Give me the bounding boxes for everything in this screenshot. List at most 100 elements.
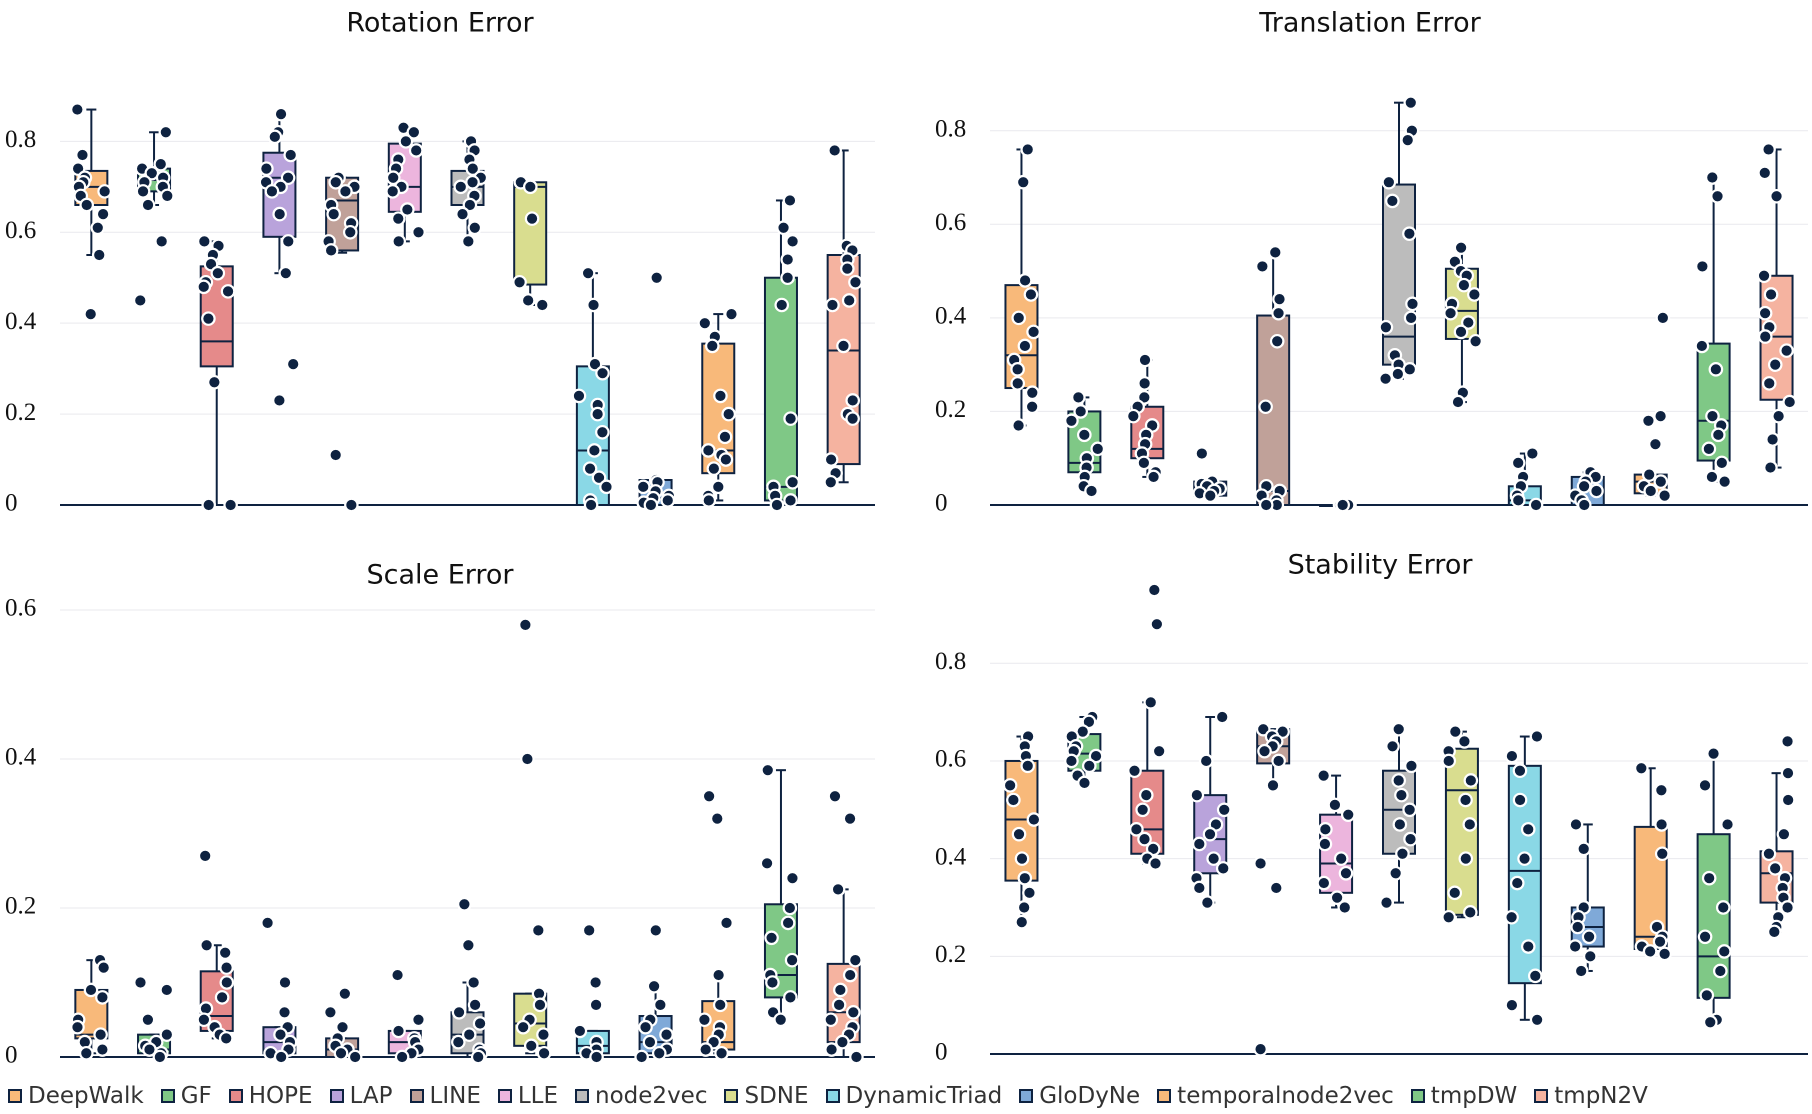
data-point: [1641, 467, 1657, 482]
data-point: [1064, 753, 1079, 769]
legend-item[interactable]: SDNE: [724, 1083, 809, 1109]
panel-3: Scale Error 0 0.2 0.4 0.6: [5, 560, 875, 1069]
data-point: [328, 174, 344, 190]
data-point: [1333, 851, 1349, 866]
data-point: [210, 265, 226, 281]
box-hope: [196, 234, 238, 513]
data-point: [780, 915, 796, 931]
data-point: [93, 1027, 108, 1042]
data-point: [1767, 357, 1783, 372]
data-point: [1458, 792, 1473, 808]
data-point: [713, 388, 728, 404]
data-point: [1711, 427, 1726, 443]
data-point: [1379, 895, 1394, 910]
data-point: [759, 855, 775, 871]
box-tmpn2v: [823, 143, 863, 490]
legend-item[interactable]: node2vec: [575, 1083, 707, 1109]
data-point: [328, 447, 343, 463]
data-point: [724, 306, 739, 322]
data-point: [589, 1049, 604, 1065]
data-point: [536, 1045, 552, 1061]
data-point: [659, 1027, 674, 1042]
data-point: [83, 982, 99, 998]
data-point: [1509, 875, 1525, 891]
y-tick-label: 0.6: [5, 217, 36, 244]
y-tick-label: 0.2: [5, 399, 36, 426]
box-lle: [387, 967, 426, 1065]
data-point: [719, 915, 734, 931]
data-point: [714, 1045, 729, 1061]
legend-item[interactable]: tmpN2V: [1534, 1083, 1648, 1109]
data-point: [785, 234, 800, 249]
panel-1: Rotation Error 0 0.2 0.4 0.6 0.8: [5, 8, 875, 517]
legend-item[interactable]: DeepWalk: [8, 1083, 144, 1109]
data-point: [1520, 939, 1536, 954]
data-point: [1391, 773, 1406, 788]
legend-item[interactable]: tmpDW: [1410, 1083, 1517, 1109]
data-point: [1704, 469, 1720, 485]
legend-item[interactable]: GloDyNe: [1019, 1083, 1140, 1109]
data-point: [201, 497, 216, 513]
data-point: [1567, 939, 1583, 954]
data-point: [1258, 497, 1274, 513]
data-point: [1403, 831, 1418, 847]
y-tick-label: 0.6: [935, 209, 966, 236]
data-point: [709, 811, 725, 826]
data-point: [649, 270, 664, 286]
y-tick-label: 0.2: [935, 941, 966, 968]
box-hope: [1127, 582, 1167, 871]
data-point: [1705, 408, 1720, 424]
data-point: [783, 990, 798, 1005]
data-point: [96, 960, 111, 975]
data-point: [1654, 782, 1669, 798]
data-point: [1520, 822, 1536, 837]
panel-title: Translation Error: [1258, 8, 1481, 39]
data-point: [518, 617, 533, 633]
box-sdne: [1443, 240, 1483, 410]
data-point: [1648, 436, 1663, 452]
y-tick-label: 0.8: [935, 648, 966, 675]
data-point: [825, 297, 840, 313]
data-point: [1088, 748, 1104, 764]
data-point: [457, 896, 472, 912]
data-point: [1694, 338, 1710, 354]
data-point: [1024, 399, 1040, 415]
data-point: [467, 997, 483, 1013]
data-point: [827, 788, 843, 804]
data-point: [400, 202, 415, 217]
data-point: [95, 206, 111, 222]
y-tick-label: 0.8: [5, 126, 36, 153]
legend-item[interactable]: LAP: [329, 1083, 393, 1109]
data-point: [1573, 963, 1589, 979]
legend-item[interactable]: LLE: [497, 1083, 558, 1109]
data-point: [1576, 841, 1592, 857]
data-point: [1447, 885, 1463, 901]
legend-item[interactable]: GF: [160, 1083, 212, 1109]
data-point: [841, 293, 857, 308]
box-gf: [132, 124, 175, 308]
data-point: [277, 1004, 292, 1020]
data-point: [1402, 226, 1417, 241]
data-point: [1697, 778, 1713, 793]
data-point: [83, 306, 99, 322]
box-lap: [1192, 446, 1228, 503]
data-point: [701, 493, 717, 508]
data-point: [635, 479, 651, 495]
data-point: [1641, 413, 1656, 429]
data-point: [531, 923, 546, 938]
data-point: [827, 143, 842, 158]
data-point: [830, 882, 846, 897]
data-point: [588, 997, 604, 1013]
data-point: [534, 297, 550, 313]
legend-item[interactable]: LINE: [409, 1083, 481, 1109]
data-point: [1147, 582, 1162, 598]
data-point: [1392, 817, 1408, 832]
data-point: [1340, 807, 1356, 822]
legend-item[interactable]: HOPE: [228, 1083, 313, 1109]
legend-item[interactable]: DynamicTriad: [825, 1083, 1002, 1109]
data-point: [1504, 997, 1520, 1013]
data-point: [1395, 846, 1410, 862]
legend-item[interactable]: temporalnode2vec: [1157, 1083, 1394, 1109]
data-point: [638, 1019, 653, 1035]
panel-title: Rotation Error: [346, 8, 534, 39]
